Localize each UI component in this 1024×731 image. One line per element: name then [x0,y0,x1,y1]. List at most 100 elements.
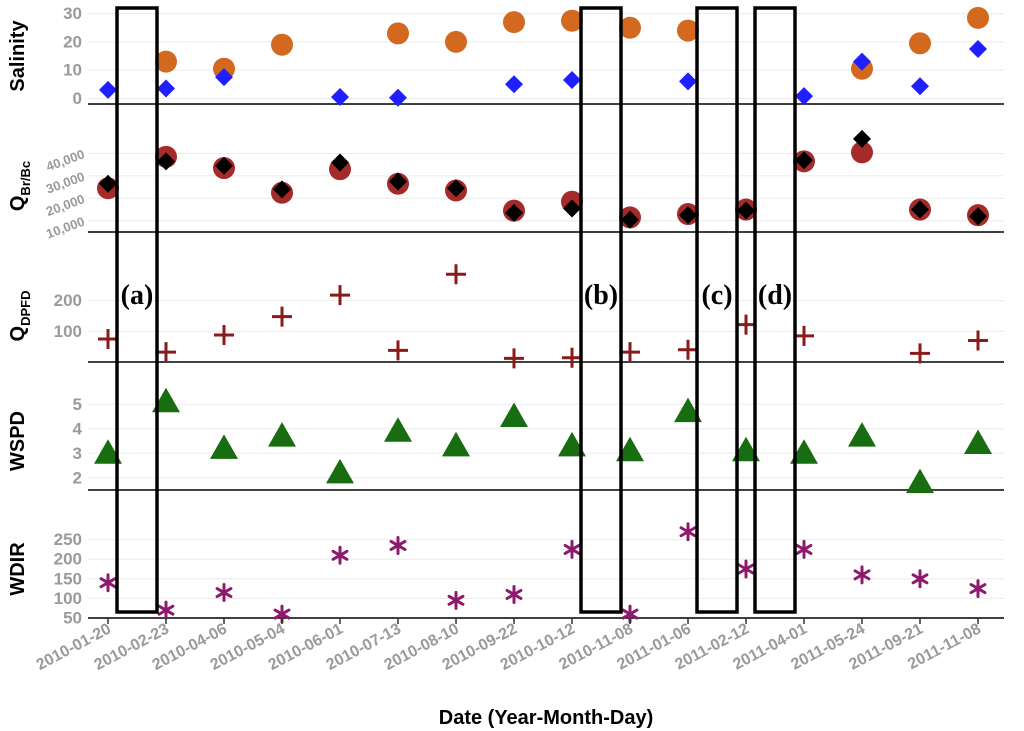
salinity-y-tick-label: 0 [73,89,82,108]
highlight-box-label: (c) [701,280,732,311]
qdpfd-y-axis-title: QDPFD [7,291,33,342]
qdpfd-y-axis-title-main: Q [7,326,29,342]
qdpfd-cross-point [214,325,234,346]
qdpfd-cross-point [968,330,988,351]
highlight-box [695,6,739,614]
salinity-panel: 0 10 20 30 Salinity [7,4,1004,108]
wdir-star-point [157,600,175,620]
qbr-black-point [157,152,175,171]
qbr-black-point [679,206,697,225]
wspd-triangle-point [442,431,470,457]
salinity-blue-point [679,72,697,91]
qdpfd-cross-point [156,342,176,363]
qbr-black-point [331,153,349,172]
qdpfd-panel: 100 200 QDPFD [7,264,1004,369]
wdir-star-point [215,583,233,603]
qbr-black-point [621,210,639,229]
wspd-y-axis-title: WSPD [7,411,29,471]
wdir-star-point [99,573,117,593]
salinity-y-tick-label: 10 [63,61,82,80]
x-axis-layer: 2010-01-202010-02-232010-04-062010-05-04… [34,618,984,674]
qdpfd-cross-point [504,348,524,369]
qbr-y-axis-title: QBr/Bc [7,161,33,211]
panels-layer: 0 10 20 30 Salinity 10,00020,00030,00040,000Q… [7,4,1004,628]
highlight-boxes-layer: (a) (b) (c) (d) [115,6,797,614]
salinity-orange-point [619,16,641,39]
highlight-box [579,6,623,614]
wspd-y-tick-label: 2 [73,468,82,487]
wdir-y-axis-title: WDIR [7,542,29,596]
qdpfd-cross-point [562,347,582,368]
salinity-blue-point [969,39,987,58]
qbr-black-point [99,174,117,193]
wdir-star-point [853,565,871,585]
qdpfd-cross-point [736,314,756,335]
wspd-panel: 2 3 4 5 WSPD [7,387,1004,494]
qdpfd-cross-point [98,329,118,349]
salinity-blue-point [389,88,407,107]
salinity-orange-point [909,32,931,55]
qbr-black-point [505,203,523,222]
qbr-black-point [737,201,755,220]
salinity-orange-point [271,33,293,56]
wdir-star-point [679,522,697,542]
qdpfd-cross-point [910,343,930,364]
wspd-triangle-point [500,402,528,427]
wdir-y-tick-label: 100 [54,589,82,608]
qbr-red-point [851,141,873,164]
salinity-blue-point [853,52,871,71]
salinity-blue-point [563,71,581,89]
wspd-triangle-point [152,387,180,413]
x-axis-title: Date (Year-Month-Day) [439,707,653,729]
highlight-box [753,6,797,614]
qdpfd-cross-point [446,264,466,285]
wdir-y-tick-label: 200 [54,550,82,569]
qdpfd-y-tick-label: 100 [54,322,82,341]
qdpfd-cross-point [678,339,698,360]
qbr-black-point [911,200,929,219]
qbr-black-point [795,151,813,170]
wdir-star-point [563,539,581,559]
salinity-blue-point [505,75,523,94]
qbr-black-point [563,199,581,218]
qdpfd-y-tick-label: 200 [54,291,82,310]
salinity-orange-point [561,9,583,32]
wdir-star-point [737,559,755,579]
highlight-box-label: (d) [758,280,792,311]
highlight-box [115,6,159,614]
wspd-triangle-point [964,429,992,454]
salinity-blue-point [911,77,929,96]
salinity-y-tick-label: 20 [63,32,82,51]
qdpfd-cross-point [272,306,292,327]
wdir-star-point [447,590,465,610]
salinity-orange-point [387,22,409,45]
qdpfd-cross-point [794,325,814,346]
salinity-blue-point [331,87,349,106]
wdir-star-point [795,539,813,559]
wspd-triangle-point [268,422,296,447]
salinity-blue-point [99,80,117,99]
wspd-triangle-point [906,468,934,494]
qbr-y-axis-title-sub: Br/Bc [18,161,33,196]
wspd-triangle-point [732,436,760,462]
wdir-star-point [331,545,349,565]
qbr-black-point [853,129,871,148]
wspd-triangle-point [616,436,644,462]
qbr-black-point [215,156,233,175]
wdir-star-point [911,569,929,589]
salinity-orange-point [445,30,467,53]
wdir-star-point [969,579,987,599]
wspd-y-tick-label: 3 [73,444,82,463]
wspd-triangle-point [558,431,586,457]
qbr-black-point [969,207,987,226]
wspd-triangle-point [94,439,122,464]
qdpfd-cross-point [330,285,350,306]
salinity-blue-point [795,87,813,106]
qdpfd-cross-point [388,340,408,361]
salinity-blue-point [215,68,233,87]
wspd-y-tick-label: 5 [73,395,82,414]
salinity-orange-point [155,50,177,73]
qbr-black-point [447,179,465,198]
